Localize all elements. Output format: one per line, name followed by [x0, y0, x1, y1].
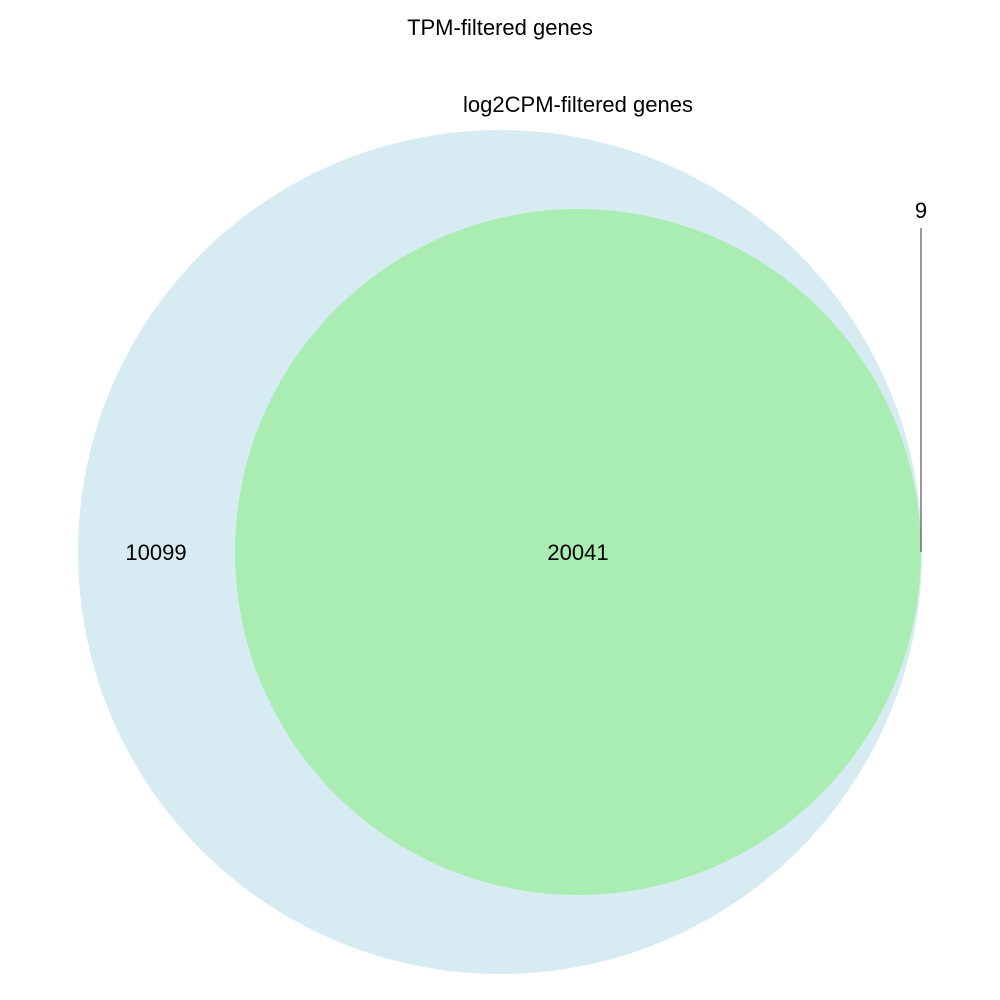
region-count-log2cpm-only: 9: [915, 198, 927, 223]
set-label-log2cpm: log2CPM-filtered genes: [463, 92, 693, 117]
region-count-tpm-only: 10099: [125, 540, 186, 565]
set-label-tpm: TPM-filtered genes: [407, 15, 593, 40]
set-log2cpm-circle: [235, 209, 921, 895]
region-count-both: 20041: [547, 540, 608, 565]
